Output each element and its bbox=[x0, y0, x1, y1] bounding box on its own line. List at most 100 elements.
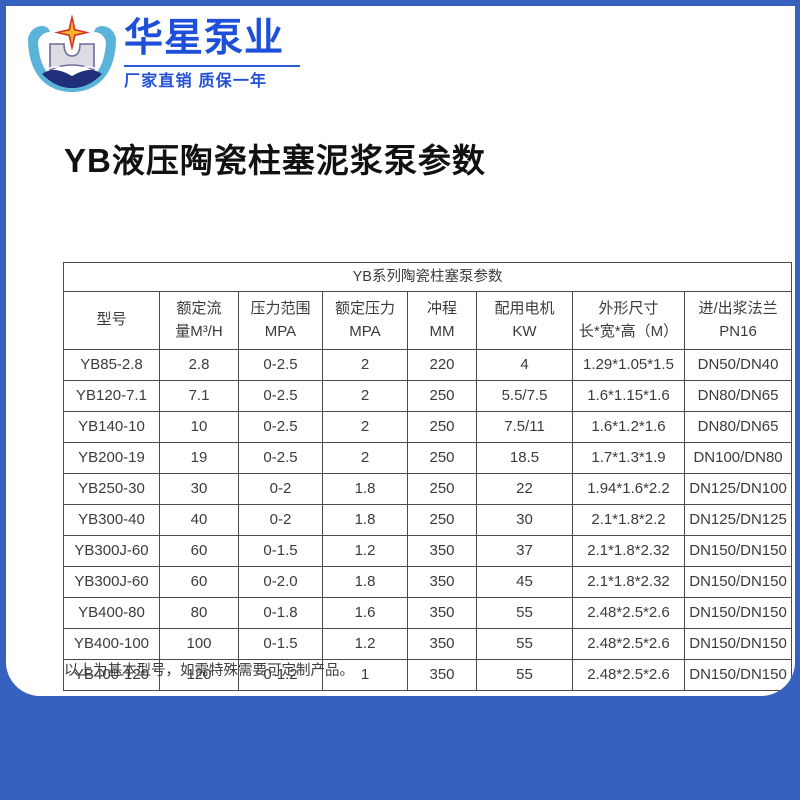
table-cell: YB400-80 bbox=[63, 597, 160, 629]
header-line-2: MM bbox=[429, 322, 455, 340]
table-cell: 250 bbox=[407, 473, 477, 505]
brand-text-block: 华星泵业 厂家直销 质保一年 bbox=[124, 14, 304, 94]
table-cell: 2.48*2.5*2.6 bbox=[572, 628, 685, 660]
table-cell: 60 bbox=[159, 535, 239, 567]
table-cell: 0-2.5 bbox=[238, 411, 323, 443]
table-cell: 80 bbox=[159, 597, 239, 629]
table-row: YB120-7.1 7.1 0-2.5 2 250 5.5/7.5 1.6*1.15*1.6… bbox=[63, 380, 793, 412]
table-cell: 0-2.5 bbox=[238, 349, 323, 381]
table-cell: DN125/DN100 bbox=[683, 473, 793, 505]
table-cell: YB400-120 bbox=[63, 659, 160, 691]
table-cell: 2.48*2.5*2.6 bbox=[572, 659, 685, 691]
header-line-2: KW bbox=[512, 322, 537, 340]
table-row: YB300J-60 60 0-2.0 1.8 350 45 2.1*1.8*2.32 DN15… bbox=[63, 566, 793, 598]
header-line-1: 压力范围 bbox=[250, 299, 311, 317]
table-cell: 1.8 bbox=[322, 566, 408, 598]
table-row: YB400-120 120 0-1.2 1 350 55 2.48*2.5*2.6 DN150… bbox=[63, 659, 793, 691]
table-cell: DN80/DN65 bbox=[683, 411, 793, 443]
table-caption-row: YB系列陶瓷柱塞泵参数 bbox=[62, 262, 793, 292]
table-cell: 250 bbox=[407, 380, 477, 412]
table-cell: 2 bbox=[322, 442, 408, 474]
table-cell: 2 bbox=[322, 349, 408, 381]
table-cell: 0-1.5 bbox=[238, 628, 323, 660]
table-cell: 5.5/7.5 bbox=[476, 380, 573, 412]
table-cell: 1.8 bbox=[322, 473, 408, 505]
table-cell: 100 bbox=[159, 628, 239, 660]
table-cell: 0-2 bbox=[238, 504, 323, 536]
table-cell: 2.1*1.8*2.32 bbox=[572, 535, 685, 567]
wave-shield-star-logo-icon bbox=[20, 12, 124, 100]
table-header-cell: 配用电机 KW bbox=[476, 291, 573, 350]
table-header-cell: 进/出浆法兰 PN16 bbox=[683, 291, 793, 350]
table-cell: 1.29*1.05*1.5 bbox=[572, 349, 685, 381]
table-cell: DN100/DN80 bbox=[683, 442, 793, 474]
table-header-cell: 额定流 量M³/H bbox=[159, 291, 239, 350]
table-row: YB250-30 30 0-2 1.8 250 22 1.94*1.6*2.2 DN125/D… bbox=[63, 473, 793, 505]
table-cell: 10 bbox=[159, 411, 239, 443]
table-cell: 1.6*1.2*1.6 bbox=[572, 411, 685, 443]
table-cell: 0-2 bbox=[238, 473, 323, 505]
table-row: YB400-80 80 0-1.8 1.6 350 55 2.48*2.5*2.6 DN150… bbox=[63, 597, 793, 629]
table-cell: YB300J-60 bbox=[63, 566, 160, 598]
table-cell: 120 bbox=[159, 659, 239, 691]
table-cell: 2.48*2.5*2.6 bbox=[572, 597, 685, 629]
table-cell: 37 bbox=[476, 535, 573, 567]
header-line-1: 额定压力 bbox=[334, 299, 395, 317]
table-row: YB300-40 40 0-2 1.8 250 30 2.1*1.8*2.2 DN125/DN… bbox=[63, 504, 793, 536]
table-header-row: 型号 额定流 量M³/H 压力范围 MPA 额定压力 MPA bbox=[63, 291, 793, 350]
table-cell: 350 bbox=[407, 628, 477, 660]
table-cell: 1 bbox=[322, 659, 408, 691]
header-line-2: 量M³/H bbox=[175, 322, 223, 340]
table-cell: 19 bbox=[159, 442, 239, 474]
header-line-1: 型号 bbox=[96, 311, 127, 329]
table-cell: 1.7*1.3*1.9 bbox=[572, 442, 685, 474]
table-row: YB140-10 10 0-2.5 2 250 7.5/11 1.6*1.2*1.6 DN80… bbox=[63, 411, 793, 443]
table-cell: 55 bbox=[476, 628, 573, 660]
table-cell: 0-2.5 bbox=[238, 380, 323, 412]
page-sheet: 华星泵业 厂家直销 质保一年 YB液压陶瓷柱塞泥浆泵参数 YB系列陶瓷柱塞泵参数 bbox=[6, 6, 795, 696]
table-row: YB200-19 19 0-2.5 2 250 18.5 1.7*1.3*1.9 DN100/… bbox=[63, 442, 793, 474]
table-cell: 2 bbox=[322, 411, 408, 443]
table-cell: 55 bbox=[476, 597, 573, 629]
table-cell: 30 bbox=[159, 473, 239, 505]
table-cell: 350 bbox=[407, 659, 477, 691]
table-cell: 1.6 bbox=[322, 597, 408, 629]
header-line-2: PN16 bbox=[719, 322, 757, 340]
table-cell: 250 bbox=[407, 504, 477, 536]
table-cell: YB400-100 bbox=[63, 628, 160, 660]
table-cell: 45 bbox=[476, 566, 573, 598]
header-line-1: 冲程 bbox=[426, 299, 457, 317]
header-line-1: 额定流 bbox=[176, 299, 222, 317]
spec-table: YB系列陶瓷柱塞泵参数 型号 额定流 量M³/H 压力范围 MPA bbox=[62, 262, 793, 691]
spec-table-container: YB系列陶瓷柱塞泵参数 型号 额定流 量M³/H 压力范围 MPA bbox=[62, 262, 793, 691]
table-caption: YB系列陶瓷柱塞泵参数 bbox=[62, 262, 793, 292]
brand-name: 华星泵业 bbox=[124, 17, 285, 60]
table-cell: 2 bbox=[322, 380, 408, 412]
page-title: YB液压陶瓷柱塞泥浆泵参数 bbox=[64, 142, 486, 179]
brand-slogan: 厂家直销 质保一年 bbox=[124, 73, 268, 90]
table-cell: YB300-40 bbox=[63, 504, 160, 536]
table-cell: 2.1*1.8*2.32 bbox=[572, 566, 685, 598]
table-cell: YB250-30 bbox=[63, 473, 160, 505]
table-cell: DN150/DN150 bbox=[683, 659, 793, 691]
table-cell: YB300J-60 bbox=[63, 535, 160, 567]
table-cell: 2.8 bbox=[159, 349, 239, 381]
table-cell: DN80/DN65 bbox=[683, 380, 793, 412]
table-header-cell: 外形尺寸 长*宽*高（M） bbox=[572, 291, 685, 350]
table-cell: 22 bbox=[476, 473, 573, 505]
table-header-cell: 额定压力 MPA bbox=[322, 291, 408, 350]
table-footnote: 以上为基本型号，如需特殊需要可定制产品。 bbox=[64, 663, 354, 679]
table-cell: YB120-7.1 bbox=[63, 380, 160, 412]
header-line-2: 长*宽*高（M） bbox=[578, 322, 679, 340]
table-header-cell: 冲程 MM bbox=[407, 291, 477, 350]
table-cell: 0-2.0 bbox=[238, 566, 323, 598]
table-cell: 350 bbox=[407, 535, 477, 567]
table-header-cell: 型号 bbox=[63, 291, 160, 350]
header-line-1: 外形尺寸 bbox=[598, 299, 659, 317]
table-cell: 1.6*1.15*1.6 bbox=[572, 380, 685, 412]
table-cell: DN150/DN150 bbox=[683, 628, 793, 660]
table-cell: 30 bbox=[476, 504, 573, 536]
table-cell: YB85-2.8 bbox=[63, 349, 160, 381]
table-cell: YB200-19 bbox=[63, 442, 160, 474]
brand-header: 华星泵业 厂家直销 质保一年 bbox=[6, 6, 795, 106]
